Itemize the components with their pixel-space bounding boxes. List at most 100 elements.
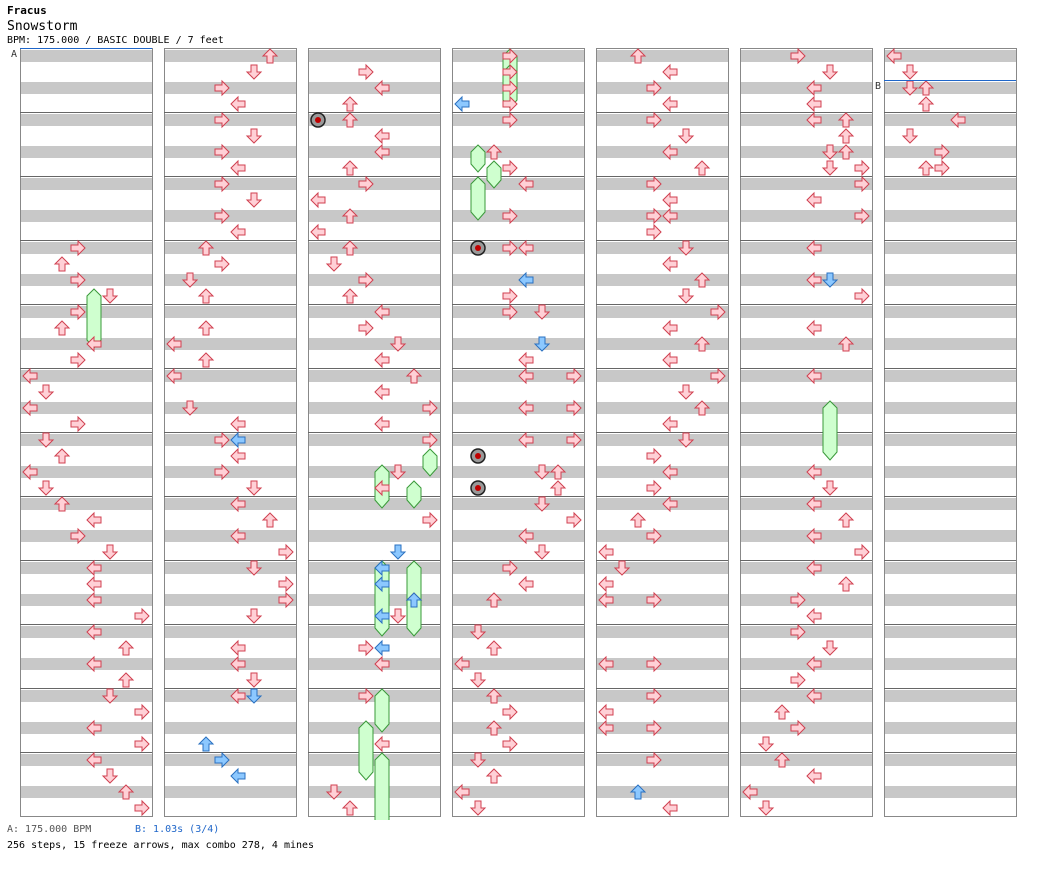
step-arrow [358, 639, 374, 657]
step-arrow [549, 480, 567, 496]
step-arrow-blue [518, 271, 534, 289]
step-arrow [261, 48, 279, 64]
step-arrow [518, 367, 534, 385]
beat-stripe [740, 114, 872, 126]
beat-stripe [20, 402, 152, 414]
beat-stripe [20, 786, 152, 798]
beat-stripe [164, 466, 296, 478]
step-arrow [646, 175, 662, 193]
step-arrow-blue [230, 767, 246, 785]
beat-stripe [20, 466, 152, 478]
mine-core [475, 453, 481, 459]
beat-stripe [452, 338, 584, 350]
step-arrow [662, 95, 678, 113]
beat-stripe [596, 754, 728, 766]
beat-stripe [884, 402, 1016, 414]
step-arrow [469, 624, 487, 640]
step-arrow [806, 367, 822, 385]
step-arrow [325, 784, 343, 800]
beat-stripe [596, 562, 728, 574]
beat-stripe [740, 498, 872, 510]
step-arrow [677, 128, 695, 144]
step-arrow [821, 144, 839, 160]
step-arrow-blue [214, 751, 230, 769]
step-arrow [886, 47, 902, 65]
beat-stripe [164, 658, 296, 670]
step-arrow [502, 287, 518, 305]
beat-stripe [740, 274, 872, 286]
step-arrow [101, 768, 119, 784]
step-arrow [917, 96, 935, 112]
step-arrow [485, 592, 503, 608]
step-arrow [566, 511, 582, 529]
beat-stripe [164, 594, 296, 606]
step-arrow [22, 367, 38, 385]
step-arrow [197, 288, 215, 304]
beat-stripe [452, 690, 584, 702]
step-arrow [405, 368, 423, 384]
beat-stripe [308, 402, 440, 414]
step-arrow [181, 400, 199, 416]
step-arrow [454, 655, 470, 673]
step-arrow [854, 159, 870, 177]
step-arrow [646, 207, 662, 225]
step-arrow [806, 191, 822, 209]
beat-stripe [740, 242, 872, 254]
step-arrow [502, 63, 518, 81]
step-arrow [134, 799, 150, 817]
beat-stripe [596, 594, 728, 606]
freeze-arrow [374, 688, 390, 733]
beat-stripe [164, 626, 296, 638]
step-arrow [101, 544, 119, 560]
beat-stripe [164, 242, 296, 254]
bpm-legend: A: 175.000 BPM B: 1.03s (3/4) [7, 824, 219, 835]
beat-stripe [308, 274, 440, 286]
step-arrow [598, 655, 614, 673]
step-arrow [598, 719, 614, 737]
beat-stripe [740, 434, 872, 446]
step-arrow [790, 47, 806, 65]
freeze-arrow [822, 400, 838, 461]
chart-meta: BPM: 175.000 / BASIC DOUBLE / 7 feet [7, 35, 224, 46]
freeze-arrow [406, 480, 422, 509]
beat-stripe [164, 82, 296, 94]
step-arrow-blue [374, 559, 390, 577]
step-arrow [310, 223, 326, 241]
step-arrow [901, 64, 919, 80]
step-arrow [70, 271, 86, 289]
step-arrow [566, 367, 582, 385]
beat-stripe [740, 466, 872, 478]
beat-stripe [20, 626, 152, 638]
beat-stripe [164, 530, 296, 542]
mine-core [475, 245, 481, 251]
step-arrow-blue [245, 688, 263, 704]
step-arrow [358, 687, 374, 705]
beat-stripe [20, 658, 152, 670]
step-arrow [806, 111, 822, 129]
step-arrow [214, 111, 230, 129]
step-arrow [502, 239, 518, 257]
step-arrow-blue [374, 639, 390, 657]
step-arrow [806, 767, 822, 785]
step-arrow [806, 495, 822, 513]
step-arrow-blue [821, 272, 839, 288]
beat-stripe [740, 146, 872, 158]
beat-stripe [596, 626, 728, 638]
step-arrow [854, 287, 870, 305]
step-arrow [518, 575, 534, 593]
beat-stripe [884, 338, 1016, 350]
step-arrow [533, 544, 551, 560]
step-arrow [422, 399, 438, 417]
step-arrow [70, 351, 86, 369]
step-arrow [837, 144, 855, 160]
beat-stripe [164, 114, 296, 126]
step-arrow [549, 464, 567, 480]
freeze-arrow [422, 448, 438, 477]
beat-stripe [884, 114, 1016, 126]
beat-stripe [20, 50, 152, 62]
beat-stripe [596, 338, 728, 350]
step-arrow-blue [230, 431, 246, 449]
step-arrow [837, 512, 855, 528]
step-arrow [502, 111, 518, 129]
step-arrow [310, 191, 326, 209]
